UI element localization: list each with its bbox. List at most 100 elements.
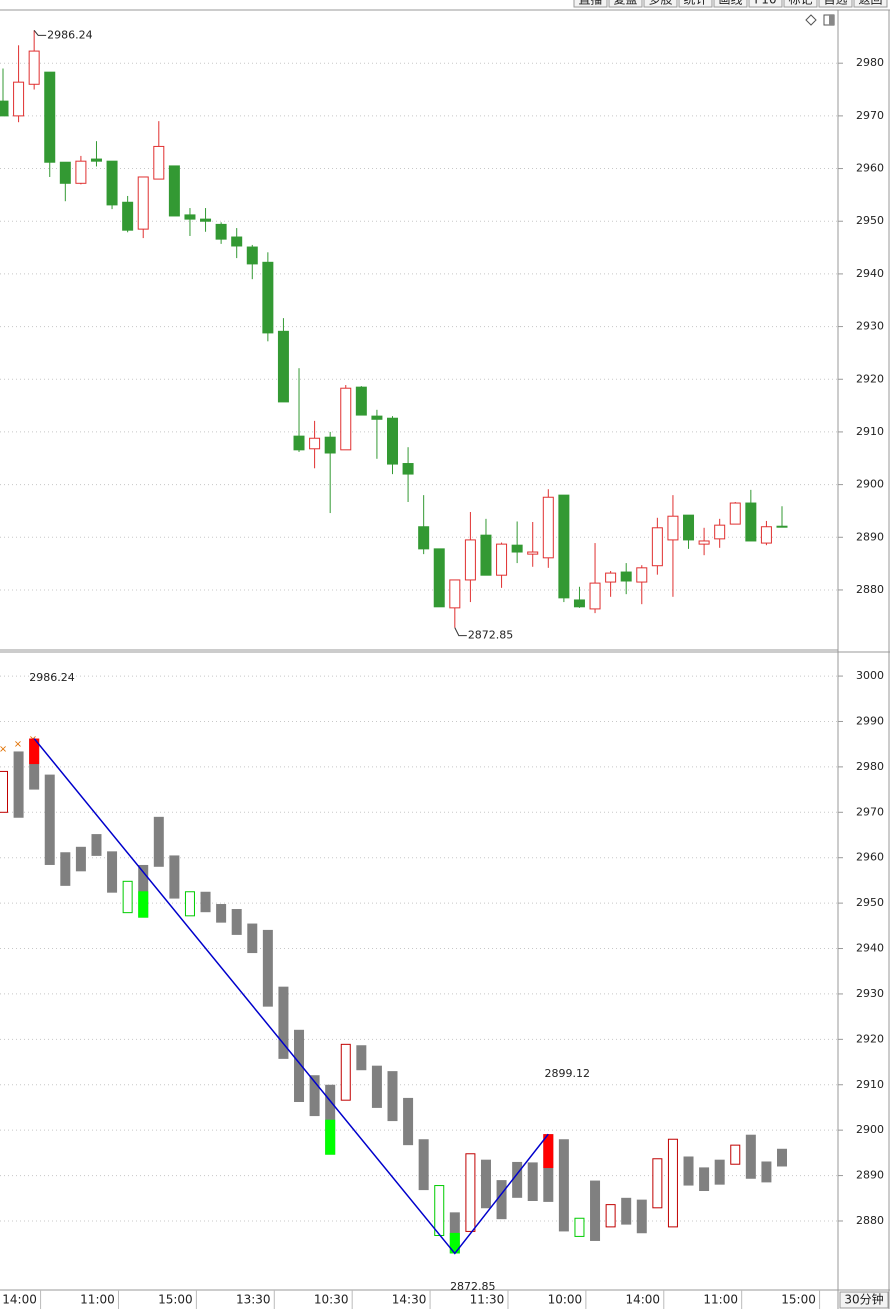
range-bar [231,909,242,935]
candle-body [636,567,648,583]
candle-body [122,201,134,231]
y-tick-label: 2900 [856,1123,884,1136]
candle-body [106,160,118,206]
range-bar [200,891,211,913]
candle-body [558,494,570,599]
y-tick-label: 2980 [856,56,884,69]
range-bar-highlight [325,1119,336,1155]
toolbar-label: 直播 [578,0,602,7]
y-tick-label: 2980 [856,760,884,773]
range-bar [730,1144,741,1165]
candle-body [246,246,258,265]
candle-body [277,330,289,403]
x-tick-label: 14:00 [2,1293,37,1307]
toolbar-button[interactable] [608,0,643,8]
x-tick-label: 11:00 [703,1293,738,1307]
candle-body [620,571,632,582]
y-tick-label: 3000 [856,669,884,682]
range-bar [714,1159,725,1185]
range-bar [636,1199,647,1234]
y-tick-label: 2920 [856,372,884,385]
range-bar-highlight [543,1134,554,1169]
candle-body [387,417,398,465]
toolbar-label: 画线 [718,0,742,7]
range-bar [543,1134,554,1202]
x-tick-label: 13:30 [236,1293,271,1307]
range-bar [247,923,258,954]
range-bar [262,929,273,1007]
candle-body [168,165,180,217]
y-tick-label: 2890 [856,1169,884,1182]
annotation-pointer [454,627,467,637]
period-box[interactable] [839,1291,889,1309]
candle-body [449,579,461,609]
annotation-pointer [33,30,47,36]
range-bar [91,834,102,856]
y-tick-label: 2880 [856,583,884,596]
candle-body [13,81,25,117]
candle-body [355,386,367,416]
candle-body [215,223,227,240]
range-bar [44,774,55,865]
range-bar [777,1148,787,1167]
range-bar [278,986,289,1059]
range-bar [527,1162,538,1201]
candle-body [776,525,788,528]
period-label: 30分钟 [844,1292,883,1307]
toolbar-button[interactable] [853,0,888,8]
diamond-icon[interactable] [805,14,817,26]
range-bar [387,1071,398,1122]
range-bar [122,880,133,914]
y-tick-label: 2920 [856,1032,884,1045]
range-bar-highlight [138,891,149,918]
candle-body [464,539,476,581]
range-bar [184,891,195,917]
range-bar [667,1138,678,1228]
range-bar [574,1217,585,1237]
range-bar [60,852,71,886]
range-bar [480,1159,491,1209]
candle-body [371,415,383,420]
candle-body [59,161,71,184]
range-bar [403,1097,414,1146]
candle-body [137,176,149,230]
toolbar-button[interactable] [573,0,608,8]
zigzag-label: 2986.24 [29,671,75,684]
x-tick-label: 10:00 [548,1293,583,1307]
range-bar [558,1139,569,1232]
toolbar-button[interactable] [818,0,853,8]
toolbar-label: 自选 [823,0,847,7]
toolbar-label: 标记 [788,0,812,7]
toolbar-button[interactable] [748,0,783,8]
range-bar [761,1161,772,1183]
cross-marker: × [0,744,7,755]
toolbar-button[interactable] [713,0,748,8]
y-tick-label: 2880 [856,1214,884,1227]
candle-body [480,534,492,576]
candle-body [433,548,445,608]
candle-body [402,463,414,475]
y-tick-label: 2960 [856,162,884,175]
candle-body [153,145,165,180]
candle-body [44,71,56,163]
y-tick-label: 2960 [856,851,884,864]
toolbar-label: 统计 [683,0,707,7]
zigzag-line [33,738,549,1255]
range-bar [652,1158,663,1209]
toolbar-button[interactable] [643,0,678,8]
candle-body [527,551,539,555]
zigzag-label: 2872.85 [450,1280,496,1293]
candle-body [605,572,617,583]
range-bar [605,1204,616,1228]
x-tick-label: 15:00 [158,1293,193,1307]
candle-body [496,543,508,576]
cross-marker: × [14,739,22,750]
range-bar [621,1197,632,1225]
toolbar-button[interactable] [783,0,818,8]
candle-body [714,524,726,540]
toolbar-button[interactable] [678,0,713,8]
candle-body [729,502,741,525]
range-bar [745,1134,756,1179]
y-tick-label: 2900 [856,478,884,491]
